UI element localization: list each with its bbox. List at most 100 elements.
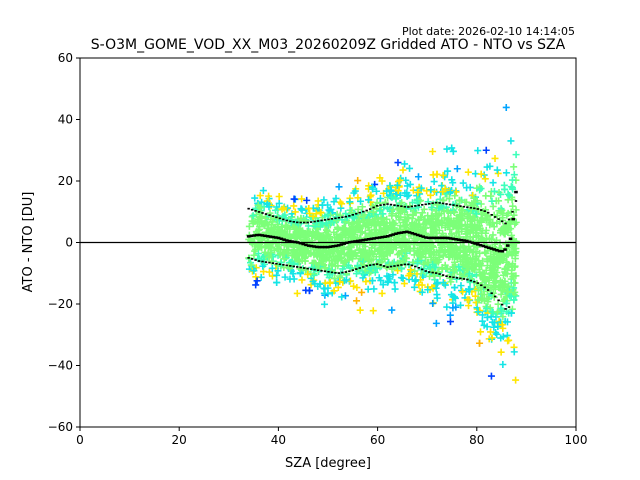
- scatter-point: [365, 216, 373, 224]
- mean-curve-marker: [301, 242, 305, 246]
- scatter-point: [489, 268, 497, 276]
- scatter-point: [418, 252, 426, 260]
- lower-curve-marker: [327, 270, 330, 273]
- scatter-point: [340, 224, 348, 232]
- lower-curve-marker: [407, 263, 410, 266]
- scatter-point: [501, 265, 509, 273]
- scatter-point: [332, 194, 340, 202]
- scatter-point: [461, 198, 469, 206]
- scatter-point: [490, 319, 498, 327]
- mean-curve-marker: [274, 236, 278, 239]
- scatter-point: [372, 187, 380, 195]
- scatter-point: [416, 241, 424, 249]
- scatter-point: [487, 254, 495, 262]
- scatter-point: [322, 235, 330, 243]
- scatter-point: [476, 260, 484, 268]
- mean-curve-marker: [445, 236, 450, 240]
- mean-curve-marker: [317, 245, 322, 249]
- lower-curve-marker: [434, 272, 438, 274]
- scatter-point: [456, 247, 464, 255]
- scatter-point: [292, 253, 300, 261]
- mean-curve-marker: [255, 233, 259, 237]
- upper-curve-marker: [480, 209, 483, 211]
- scatter-point: [424, 286, 432, 294]
- scatter-point: [360, 218, 368, 226]
- lower-curve-marker: [334, 272, 337, 274]
- mean-curve-marker: [459, 238, 464, 242]
- mean-curve-marker: [325, 245, 330, 249]
- lower-curve-marker: [462, 278, 466, 280]
- lower-curve-marker: [469, 279, 473, 282]
- y-tick-label: −20: [48, 297, 73, 311]
- mean-curve-marker: [353, 240, 357, 243]
- scatter-point: [480, 270, 488, 278]
- scatter-point: [501, 185, 509, 193]
- scatter-point: [459, 288, 467, 296]
- scatter-point: [247, 261, 255, 269]
- scatter-point: [457, 301, 465, 309]
- scatter-point: [284, 250, 292, 258]
- scatter-point: [488, 334, 496, 342]
- scatter-point: [507, 309, 515, 317]
- scatter-point: [463, 225, 471, 233]
- scatter-point: [481, 248, 489, 256]
- upper-curve-marker: [278, 217, 282, 220]
- upper-curve-marker: [271, 215, 275, 218]
- mean-curve-marker: [282, 238, 286, 241]
- scatter-point: [349, 233, 357, 241]
- scatter-point: [357, 197, 365, 205]
- scatter-point: [504, 288, 512, 296]
- mean-curve-marker: [454, 238, 458, 241]
- scatter-point: [376, 253, 384, 261]
- scatter-point: [494, 308, 502, 316]
- scatter-point: [361, 246, 369, 254]
- mean-curve-marker: [383, 235, 387, 238]
- scatter-point: [295, 258, 303, 266]
- scatter-point: [412, 225, 420, 233]
- lower-curve-marker: [320, 269, 323, 272]
- mean-curve-marker: [377, 236, 382, 239]
- mean-curve-marker: [271, 235, 275, 239]
- scatter-point: [351, 187, 359, 195]
- scatter-point: [274, 267, 282, 275]
- mean-curve-marker: [350, 240, 355, 244]
- lower-curve-marker: [282, 263, 285, 266]
- mean-curve-marker: [375, 236, 379, 240]
- mean-curve-marker: [503, 248, 507, 251]
- scatter-point: [254, 201, 262, 209]
- lower-curve-marker: [362, 266, 365, 268]
- scatter-point: [427, 186, 435, 194]
- scatter-point: [499, 361, 507, 369]
- scatter-point: [306, 209, 314, 217]
- scatter-point: [320, 196, 328, 204]
- scatter-point: [313, 253, 321, 261]
- upper-curve-marker: [379, 204, 382, 206]
- mean-curve-marker: [260, 234, 265, 237]
- scatter-point: [396, 176, 404, 184]
- scatter-point: [469, 201, 477, 209]
- scatter-point: [275, 192, 283, 200]
- scatter-point: [312, 228, 320, 236]
- scatter-point: [350, 282, 358, 290]
- scatter-point: [501, 226, 509, 234]
- scatter-point: [369, 255, 377, 263]
- scatter-point: [469, 214, 477, 222]
- scatter-points: [245, 103, 520, 384]
- upper-curve-marker: [407, 206, 410, 208]
- lower-curve-marker: [351, 269, 354, 272]
- lower-curve-marker: [375, 263, 379, 265]
- scatter-point: [497, 290, 505, 298]
- mean-curve-marker: [265, 234, 270, 238]
- lower-curve-marker: [497, 299, 500, 302]
- scatter-point: [418, 288, 426, 296]
- mean-curve-marker: [306, 244, 311, 247]
- lower-curve-marker: [473, 280, 476, 283]
- scatter-point: [344, 243, 352, 251]
- mean-curve-marker: [287, 239, 292, 243]
- scatter-point: [306, 237, 314, 245]
- scatter-point: [498, 321, 506, 329]
- scatter-point: [476, 183, 484, 191]
- scatter-point: [398, 248, 406, 256]
- mean-curve-marker: [435, 236, 439, 240]
